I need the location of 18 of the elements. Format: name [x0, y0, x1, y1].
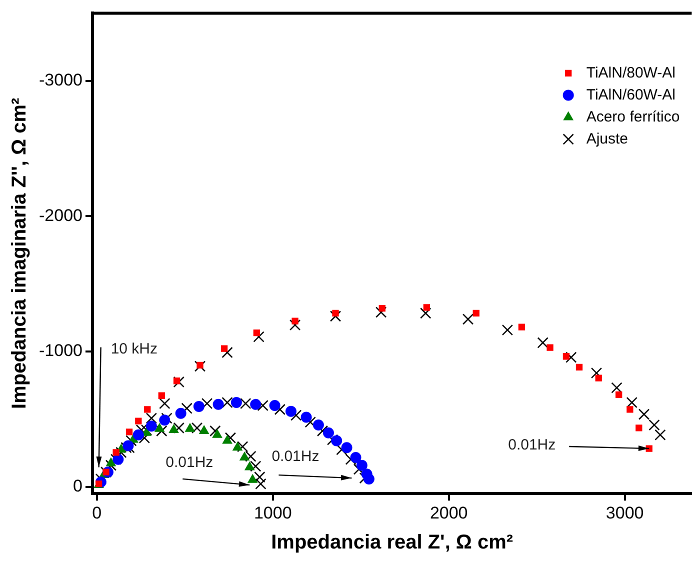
y-tick-label: -2000 — [38, 206, 82, 225]
x-axis-title: Impedancia real Z', Ω cm² — [271, 532, 514, 554]
y-tick-label: -1000 — [38, 341, 82, 360]
x-tick-label: 0 — [92, 503, 102, 522]
legend-label: Ajuste — [586, 130, 628, 148]
legend-label: TiAlN/80W-Al — [586, 64, 676, 82]
x-tick-label: 1000 — [254, 503, 292, 522]
annotation: 0.01Hz — [508, 436, 556, 454]
annotation: 10 kHz — [110, 340, 158, 358]
legend-label: TiAlN/60W-Al — [586, 86, 676, 104]
legend-label: Acero ferrítico — [586, 108, 680, 126]
annotation: 0.01Hz — [166, 454, 214, 472]
y-axis-title: Impedancia imaginaria Z'', Ω cm² — [8, 97, 31, 409]
y-tick-label: 0 — [73, 476, 82, 496]
x-tick-label: 3000 — [606, 503, 644, 522]
x-tick-label: 2000 — [430, 503, 468, 522]
annotation: 0.01Hz — [272, 448, 320, 466]
y-tick-label: -3000 — [38, 70, 82, 90]
